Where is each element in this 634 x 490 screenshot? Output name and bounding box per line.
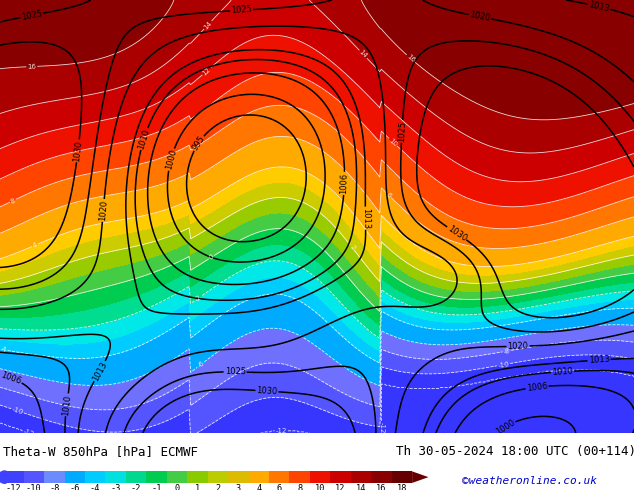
Text: 10: 10	[315, 484, 325, 490]
Text: 1000: 1000	[164, 148, 178, 171]
Text: 1030: 1030	[256, 386, 278, 396]
Text: 4: 4	[256, 484, 261, 490]
Text: -10: -10	[497, 361, 510, 368]
Text: 1010: 1010	[136, 127, 152, 150]
Text: -10: -10	[11, 406, 24, 416]
Text: 12: 12	[335, 484, 346, 490]
Text: -4: -4	[0, 346, 7, 353]
Text: ©weatheronline.co.uk: ©weatheronline.co.uk	[462, 476, 597, 487]
Text: 1025: 1025	[231, 5, 252, 15]
Bar	[372, 471, 392, 483]
Text: 14: 14	[358, 49, 368, 60]
Text: 2: 2	[215, 484, 221, 490]
Bar	[126, 471, 146, 483]
Text: -10: -10	[26, 484, 42, 490]
Bar	[249, 471, 269, 483]
Text: 14: 14	[203, 20, 213, 30]
Text: 10: 10	[388, 137, 398, 147]
Bar	[228, 471, 249, 483]
Bar	[310, 471, 330, 483]
Bar	[269, 471, 290, 483]
Text: 6: 6	[276, 484, 282, 490]
Text: 1030: 1030	[446, 224, 468, 243]
Text: 995: 995	[190, 134, 207, 152]
Text: 1020: 1020	[98, 199, 108, 221]
Text: -3: -3	[110, 484, 121, 490]
Text: 2: 2	[349, 244, 356, 251]
Text: 16: 16	[376, 484, 387, 490]
Text: -8: -8	[503, 347, 511, 355]
Bar	[289, 471, 310, 483]
Text: 3: 3	[236, 484, 241, 490]
Bar	[146, 471, 167, 483]
Text: 12: 12	[201, 66, 212, 76]
Text: 1030: 1030	[72, 140, 84, 162]
Text: -6: -6	[70, 484, 80, 490]
Text: 1013: 1013	[91, 360, 109, 383]
FancyArrow shape	[412, 471, 429, 483]
Text: 1013: 1013	[588, 355, 610, 365]
Bar	[65, 471, 85, 483]
Text: -2: -2	[194, 294, 203, 302]
Bar	[351, 471, 372, 483]
Text: Theta-W 850hPa [hPa] ECMWF: Theta-W 850hPa [hPa] ECMWF	[3, 445, 198, 458]
Text: 18: 18	[397, 484, 407, 490]
Text: -8: -8	[49, 484, 60, 490]
Text: -4: -4	[90, 484, 100, 490]
Bar	[392, 471, 412, 483]
Text: 1020: 1020	[507, 342, 529, 351]
Text: -6: -6	[196, 360, 205, 369]
Bar	[85, 471, 105, 483]
Bar	[330, 471, 351, 483]
Text: 1025: 1025	[21, 9, 43, 22]
Text: 0: 0	[174, 484, 179, 490]
Text: 14: 14	[356, 484, 366, 490]
Bar	[44, 471, 65, 483]
Text: 1006: 1006	[340, 172, 349, 194]
Bar	[105, 471, 126, 483]
Text: 1000: 1000	[494, 417, 517, 437]
Text: -12: -12	[22, 428, 35, 438]
FancyArrow shape	[0, 471, 3, 483]
Text: 1010: 1010	[552, 367, 573, 377]
Text: 1006: 1006	[526, 382, 548, 393]
Text: 0: 0	[208, 253, 215, 261]
Text: 6: 6	[385, 192, 392, 199]
Text: -1: -1	[152, 484, 162, 490]
Text: 16: 16	[27, 63, 36, 70]
Text: -2: -2	[131, 484, 141, 490]
Text: -12: -12	[6, 484, 22, 490]
Bar	[167, 471, 187, 483]
Bar	[208, 471, 228, 483]
Text: 1025: 1025	[397, 121, 407, 142]
Text: -12: -12	[378, 422, 384, 433]
Bar	[3, 471, 23, 483]
Text: 16: 16	[406, 53, 416, 64]
Bar	[23, 471, 44, 483]
Text: Th 30-05-2024 18:00 UTC (00+114): Th 30-05-2024 18:00 UTC (00+114)	[396, 445, 634, 458]
Text: 1010: 1010	[61, 394, 72, 416]
Text: 4: 4	[32, 242, 38, 249]
Text: 1025: 1025	[224, 368, 246, 376]
Text: 1: 1	[195, 484, 200, 490]
Text: 8: 8	[297, 484, 302, 490]
Text: 1013: 1013	[361, 207, 370, 229]
Text: 1013: 1013	[588, 0, 611, 13]
Text: 8: 8	[10, 197, 16, 204]
Text: 1020: 1020	[469, 10, 491, 23]
Text: -12: -12	[276, 428, 287, 434]
Bar	[187, 471, 207, 483]
Text: 1006: 1006	[0, 370, 23, 386]
